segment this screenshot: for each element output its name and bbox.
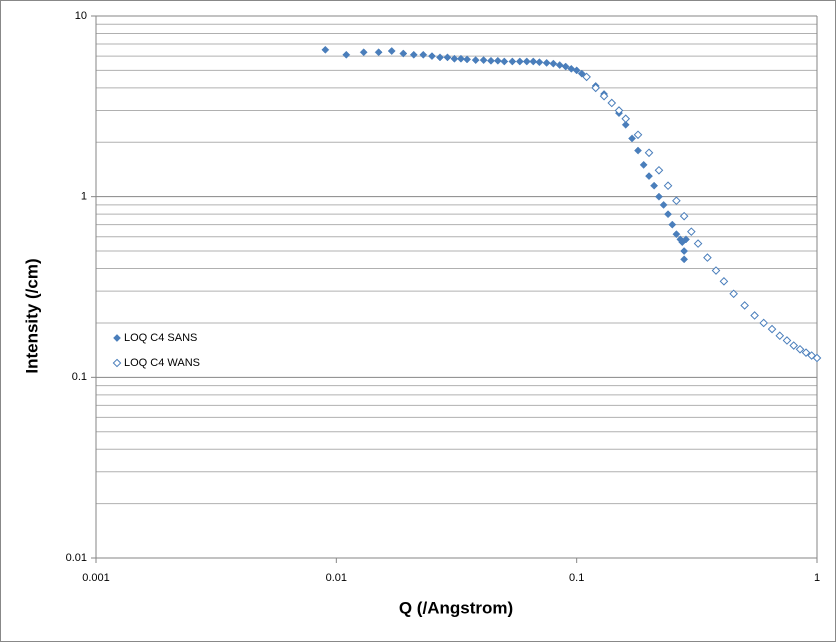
data-point — [807, 351, 816, 360]
data-point — [342, 50, 351, 59]
data-point — [621, 114, 631, 124]
data-point — [740, 301, 749, 310]
data-point — [654, 165, 664, 175]
data-point — [767, 324, 777, 334]
data-point — [591, 83, 601, 93]
data-point — [680, 255, 689, 264]
data-point — [633, 130, 643, 140]
x-tick-label: 0.1 — [569, 572, 584, 584]
data-point — [795, 344, 805, 354]
data-point — [500, 57, 509, 66]
data-point — [399, 49, 408, 58]
data-point — [687, 227, 696, 236]
y-tick-label: 0.1 — [72, 371, 87, 383]
data-point — [668, 220, 677, 229]
data-point — [679, 211, 689, 221]
data-point — [508, 57, 517, 66]
data-point — [561, 62, 570, 71]
data-point — [542, 58, 551, 67]
data-point — [639, 160, 648, 169]
data-point — [572, 66, 581, 75]
y-tick-label: 10 — [75, 10, 87, 22]
data-point — [493, 56, 502, 65]
data-point — [577, 69, 586, 78]
x-tick-label: 0.01 — [326, 572, 347, 584]
data-point — [719, 277, 729, 286]
data-point — [729, 289, 738, 299]
data-point — [450, 54, 459, 63]
data-point — [321, 45, 330, 54]
data-point — [535, 58, 544, 67]
data-point — [801, 348, 811, 357]
data-point — [555, 61, 564, 70]
data-point — [663, 181, 673, 191]
data-point — [487, 56, 495, 65]
data-point — [479, 56, 488, 65]
data-point — [443, 53, 452, 62]
data-point — [409, 50, 418, 59]
data-point — [645, 172, 653, 181]
data-point — [682, 235, 690, 244]
data-point — [659, 200, 668, 209]
y-axis-title: Intensity (/cm) — [22, 258, 41, 373]
data-point — [419, 50, 428, 59]
legend-label: LOQ C4 SANS — [124, 332, 197, 344]
data-point — [621, 120, 630, 129]
data-point — [471, 56, 480, 65]
data-point — [436, 53, 444, 62]
data-point — [703, 253, 712, 262]
x-tick-label: 1 — [814, 572, 820, 584]
data-point — [522, 57, 531, 66]
data-point — [567, 64, 576, 73]
y-tick-label: 0.01 — [66, 552, 87, 564]
data-point — [655, 192, 663, 201]
data-point — [680, 247, 689, 256]
data-point — [812, 353, 822, 363]
data-point — [672, 196, 681, 205]
data-point — [515, 57, 524, 66]
data-point — [711, 266, 721, 275]
data-point — [664, 210, 672, 219]
legend-label: LOQ C4 WANS — [124, 357, 200, 369]
data-point — [359, 48, 368, 57]
y-tick-label: 1 — [81, 191, 87, 203]
legend-marker — [113, 334, 121, 342]
data-point — [456, 54, 465, 63]
data-point — [463, 55, 472, 64]
data-point — [759, 318, 768, 328]
data-point — [644, 148, 654, 158]
data-point — [614, 106, 624, 115]
data-point — [599, 91, 609, 101]
data-point — [672, 230, 681, 239]
data-point — [634, 146, 642, 155]
legend-marker — [112, 358, 122, 368]
x-axis-title: Q (/Angstrom) — [399, 598, 513, 617]
data-point — [628, 134, 637, 143]
data-point — [428, 52, 436, 61]
data-point — [529, 57, 538, 66]
data-point — [782, 336, 792, 345]
data-point — [607, 98, 617, 108]
data-point — [693, 239, 703, 248]
x-tick-label: 0.001 — [82, 572, 110, 584]
data-point — [387, 47, 396, 55]
data-point — [775, 331, 785, 341]
data-point — [650, 181, 659, 190]
data-point — [582, 72, 591, 82]
data-point — [750, 311, 759, 320]
data-point — [789, 341, 799, 350]
data-point — [374, 48, 383, 57]
data-point — [549, 59, 558, 68]
